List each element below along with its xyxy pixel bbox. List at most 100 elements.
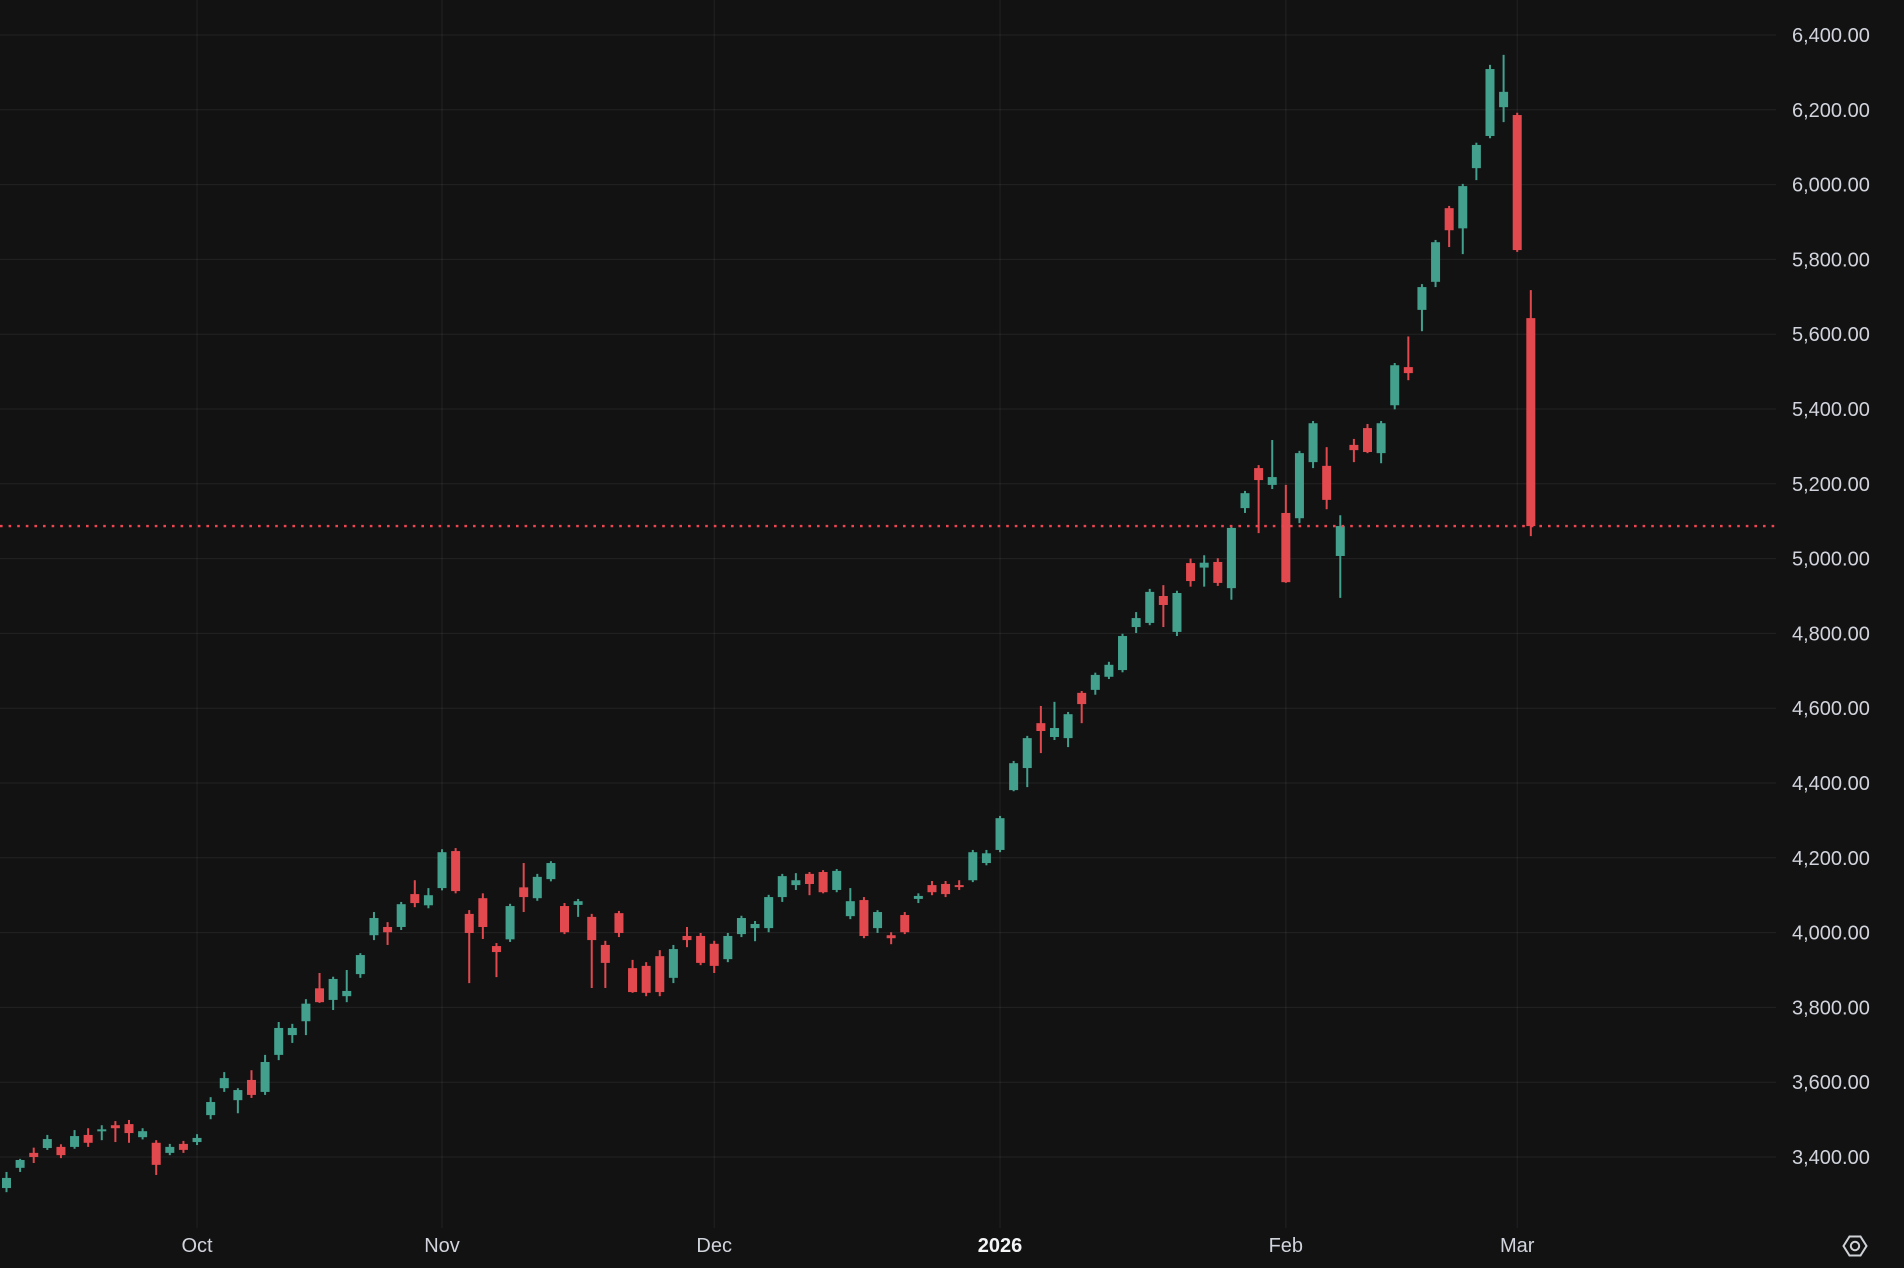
candle[interactable]: [15, 1158, 25, 1172]
candle[interactable]: [1226, 525, 1236, 600]
candle[interactable]: [342, 970, 352, 1003]
candle[interactable]: [519, 863, 529, 913]
candle[interactable]: [641, 962, 651, 997]
candle[interactable]: [1254, 465, 1264, 534]
candle[interactable]: [178, 1140, 188, 1153]
candle[interactable]: [1063, 711, 1073, 748]
candle[interactable]: [1335, 515, 1345, 598]
candle[interactable]: [995, 815, 1005, 853]
candle[interactable]: [315, 972, 325, 1003]
candle[interactable]: [1308, 420, 1318, 469]
candle[interactable]: [42, 1134, 52, 1150]
candle[interactable]: [328, 976, 338, 1011]
candle[interactable]: [1131, 612, 1141, 634]
candle[interactable]: [301, 999, 311, 1036]
candle[interactable]: [505, 903, 515, 942]
candle[interactable]: [628, 959, 638, 993]
candle[interactable]: [1376, 420, 1386, 464]
candle[interactable]: [110, 1121, 120, 1143]
candle[interactable]: [410, 880, 420, 908]
candle[interactable]: [1199, 555, 1209, 587]
candle[interactable]: [56, 1144, 66, 1159]
candle[interactable]: [886, 932, 896, 945]
candle[interactable]: [1417, 284, 1427, 332]
candle[interactable]: [97, 1125, 107, 1141]
candle[interactable]: [1009, 760, 1019, 792]
candle[interactable]: [845, 888, 855, 920]
candle[interactable]: [2, 1171, 11, 1193]
candle[interactable]: [1145, 588, 1155, 626]
candle[interactable]: [355, 953, 365, 978]
candle[interactable]: [1118, 633, 1128, 673]
candle[interactable]: [246, 1070, 256, 1098]
candle[interactable]: [818, 870, 828, 894]
candle[interactable]: [1267, 440, 1277, 490]
candle[interactable]: [83, 1128, 93, 1147]
candle[interactable]: [1077, 690, 1087, 724]
candle[interactable]: [791, 873, 801, 890]
candle[interactable]: [1526, 290, 1536, 537]
candles-layer[interactable]: [2, 54, 1536, 1193]
candle[interactable]: [1444, 205, 1454, 248]
candle[interactable]: [927, 880, 937, 896]
candle[interactable]: [287, 1023, 297, 1043]
candle[interactable]: [941, 880, 951, 898]
candle[interactable]: [206, 1097, 216, 1120]
candle[interactable]: [1485, 64, 1495, 139]
candle[interactable]: [1403, 336, 1413, 381]
candle[interactable]: [587, 913, 597, 988]
candle[interactable]: [233, 1088, 243, 1114]
candle[interactable]: [736, 915, 746, 938]
candle[interactable]: [192, 1134, 202, 1146]
candle[interactable]: [383, 922, 393, 945]
candle[interactable]: [981, 849, 991, 866]
price-axis[interactable]: 6,400.00 6,200.00 6,000.00 5,800.00 5,600.00…: [1792, 25, 1870, 1169]
candle[interactable]: [138, 1128, 148, 1140]
candle[interactable]: [1213, 558, 1223, 586]
candle[interactable]: [1186, 558, 1196, 587]
candle[interactable]: [696, 932, 706, 966]
candle[interactable]: [1090, 672, 1100, 695]
candle[interactable]: [573, 898, 583, 917]
candle[interactable]: [151, 1140, 161, 1175]
candle[interactable]: [1172, 590, 1182, 637]
candle[interactable]: [777, 873, 787, 902]
settings-icon[interactable]: [1840, 1232, 1870, 1260]
candle[interactable]: [750, 921, 760, 942]
candle[interactable]: [1294, 450, 1304, 524]
candle[interactable]: [1499, 54, 1509, 123]
candle[interactable]: [600, 940, 610, 988]
candle[interactable]: [560, 903, 570, 935]
candle[interactable]: [1240, 490, 1250, 513]
candle[interactable]: [1158, 585, 1168, 628]
candle[interactable]: [1458, 183, 1468, 255]
candle[interactable]: [274, 1021, 284, 1061]
candle[interactable]: [859, 897, 869, 939]
candle[interactable]: [1322, 447, 1332, 510]
candle[interactable]: [913, 893, 923, 904]
candle[interactable]: [1363, 423, 1372, 454]
candle[interactable]: [723, 932, 733, 963]
candle[interactable]: [655, 950, 665, 997]
candle[interactable]: [1104, 661, 1114, 680]
candle[interactable]: [804, 872, 814, 896]
candle[interactable]: [437, 849, 447, 891]
candle[interactable]: [832, 869, 842, 893]
candle[interactable]: [396, 901, 406, 930]
candle[interactable]: [954, 880, 964, 890]
candle[interactable]: [532, 873, 542, 901]
candle[interactable]: [614, 910, 624, 938]
candle[interactable]: [668, 944, 678, 984]
candle[interactable]: [29, 1147, 39, 1163]
candle[interactable]: [478, 893, 488, 939]
candle[interactable]: [423, 888, 433, 909]
candle[interactable]: [1390, 362, 1400, 410]
candle[interactable]: [1512, 112, 1522, 252]
candle[interactable]: [260, 1054, 270, 1095]
candle[interactable]: [1471, 142, 1481, 181]
candle[interactable]: [1349, 438, 1359, 463]
candle[interactable]: [682, 926, 692, 948]
candle[interactable]: [1049, 701, 1059, 740]
candle[interactable]: [764, 894, 774, 933]
